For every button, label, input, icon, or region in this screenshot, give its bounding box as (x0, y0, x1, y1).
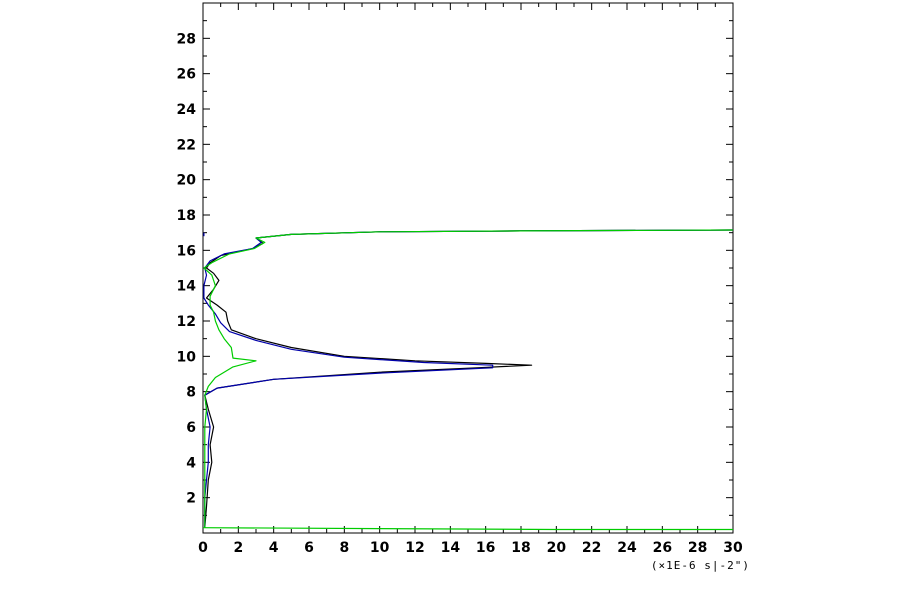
x-tick-label: 4 (269, 540, 279, 556)
y-tick-label: 16 (177, 243, 196, 259)
x-tick-label: 8 (339, 540, 349, 556)
x-tick-label: 14 (441, 540, 461, 556)
x-tick-label: 2 (233, 540, 243, 556)
y-tick-label: 24 (177, 102, 197, 118)
y-tick-label: 14 (177, 279, 197, 295)
y-tick-label: 10 (177, 349, 197, 365)
y-tick-label: 26 (177, 67, 196, 83)
series-lines (202, 229, 734, 531)
y-tick-label: 18 (177, 208, 196, 224)
y-tick-label: 4 (186, 455, 196, 471)
x-tick-label: 22 (582, 540, 601, 556)
x-tick-label: 18 (511, 540, 530, 556)
series-line-3 (203, 229, 734, 528)
x-tick-label: 26 (653, 540, 672, 556)
y-tick-label: 8 (186, 385, 196, 401)
x-unit-label: (×1E-6 s|-2") (651, 559, 750, 572)
y-tick-label: 20 (177, 173, 197, 189)
y-tick-label: 22 (177, 137, 196, 153)
y-tick-label: 12 (177, 314, 196, 330)
x-tick-label: 28 (688, 540, 707, 556)
x-tick-label: 30 (723, 540, 743, 556)
y-tick-label: 6 (186, 420, 196, 436)
x-tick-labels: 0 2 4 6 8 10 12 14 16 18 20 22 24 26 28 30 (198, 540, 743, 556)
x-tick-label: 0 (198, 540, 208, 556)
x-tick-label: 24 (617, 540, 637, 556)
x-tick-label: 10 (370, 540, 390, 556)
x-tick-label: 12 (405, 540, 424, 556)
plot-frame (202, 2, 734, 534)
x-tick-label: 20 (547, 540, 567, 556)
x-tick-label: 16 (476, 540, 495, 556)
series-line-2 (203, 229, 734, 528)
y-tick-label: 28 (177, 31, 196, 47)
y-tick-label: 2 (186, 491, 196, 507)
axis-ticks (203, 3, 733, 533)
series-line-4 (202, 527, 733, 531)
x-tick-label: 6 (304, 540, 314, 556)
